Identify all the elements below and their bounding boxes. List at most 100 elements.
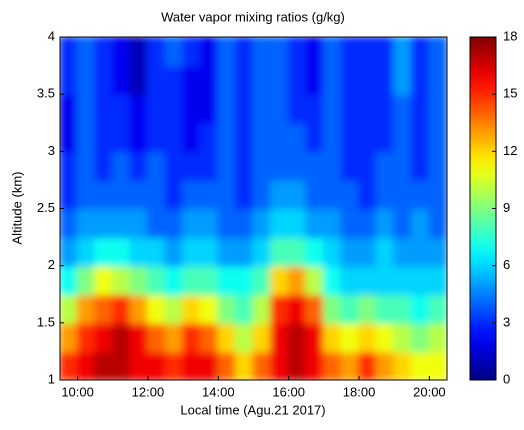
heat-cell bbox=[393, 37, 413, 67]
heat-cell bbox=[252, 150, 273, 181]
heat-cell bbox=[129, 207, 149, 239]
heat-cell bbox=[217, 293, 237, 324]
heat-cell bbox=[305, 236, 325, 267]
heat-cell bbox=[428, 293, 447, 324]
heat-cell bbox=[340, 236, 361, 267]
heat-cell bbox=[76, 178, 97, 210]
heat-cell bbox=[164, 264, 185, 296]
heat-cell bbox=[252, 236, 273, 267]
heat-cell bbox=[410, 121, 431, 153]
x-axis-label: Local time (Agu.21 2017) bbox=[180, 402, 325, 417]
heat-cell bbox=[393, 64, 413, 96]
heat-cell bbox=[199, 207, 220, 239]
heat-cell bbox=[305, 150, 325, 181]
heat-cell bbox=[182, 121, 202, 153]
heat-cell bbox=[111, 321, 132, 353]
heat-cell bbox=[234, 121, 255, 153]
heat-cell bbox=[146, 64, 167, 96]
heat-cell bbox=[322, 37, 343, 67]
heat-cell bbox=[182, 207, 202, 239]
heat-cell bbox=[287, 37, 308, 67]
heat-cell bbox=[94, 207, 114, 239]
heat-cell bbox=[305, 37, 325, 67]
heat-cell bbox=[358, 121, 378, 153]
heat-cell bbox=[393, 178, 413, 210]
heat-cell bbox=[322, 93, 343, 124]
heat-cell bbox=[146, 93, 167, 124]
heat-cell bbox=[393, 293, 413, 324]
heat-cell bbox=[305, 350, 325, 380]
heat-cell bbox=[358, 64, 378, 96]
heat-cell bbox=[94, 150, 114, 181]
heat-cell bbox=[234, 64, 255, 96]
heat-cell bbox=[217, 264, 237, 296]
heat-cell bbox=[375, 236, 396, 267]
heat-cell bbox=[410, 207, 431, 239]
y-tick-label: 4 bbox=[48, 28, 55, 43]
y-tick-label: 1 bbox=[48, 371, 55, 386]
heat-cell bbox=[375, 121, 396, 153]
heat-cell bbox=[234, 293, 255, 324]
heat-cell bbox=[60, 93, 79, 124]
heat-cell bbox=[60, 37, 79, 67]
heat-cell bbox=[199, 321, 220, 353]
heat-cell bbox=[270, 150, 290, 181]
heat-cell bbox=[393, 207, 413, 239]
heat-cell bbox=[305, 64, 325, 96]
heat-cell bbox=[234, 37, 255, 67]
heat-cell bbox=[270, 321, 290, 353]
heat-cell bbox=[60, 121, 79, 153]
heat-cell bbox=[428, 264, 447, 296]
heat-cell bbox=[375, 350, 396, 380]
heat-cell bbox=[358, 150, 378, 181]
heat-cell bbox=[129, 121, 149, 153]
heat-cell bbox=[164, 293, 185, 324]
heat-cell bbox=[164, 93, 185, 124]
heat-cell bbox=[76, 321, 97, 353]
heat-cell bbox=[217, 64, 237, 96]
heat-cell bbox=[129, 350, 149, 380]
heat-cell bbox=[287, 264, 308, 296]
heat-cell bbox=[182, 93, 202, 124]
heat-cell bbox=[60, 350, 79, 380]
heat-cell bbox=[111, 293, 132, 324]
heat-cell bbox=[287, 64, 308, 96]
heat-cell bbox=[428, 350, 447, 380]
heat-cell bbox=[146, 264, 167, 296]
heat-cell bbox=[60, 150, 79, 181]
heat-cell bbox=[60, 178, 79, 210]
colorbar-tick-label: 9 bbox=[503, 200, 510, 215]
heat-cell bbox=[305, 207, 325, 239]
heat-cell bbox=[234, 178, 255, 210]
heat-cell bbox=[111, 178, 132, 210]
heat-cell bbox=[217, 37, 237, 67]
heat-cell bbox=[287, 350, 308, 380]
heat-cell bbox=[129, 150, 149, 181]
x-tick-label: 16:00 bbox=[272, 384, 305, 399]
heat-cell bbox=[322, 150, 343, 181]
heat-cell bbox=[428, 207, 447, 239]
heat-cell bbox=[375, 293, 396, 324]
heat-cell bbox=[410, 264, 431, 296]
heat-cell bbox=[375, 150, 396, 181]
heat-cell bbox=[146, 121, 167, 153]
heat-cell bbox=[60, 264, 79, 296]
heat-cell bbox=[94, 350, 114, 380]
heat-cell bbox=[217, 93, 237, 124]
y-tick-label: 2.5 bbox=[37, 200, 55, 215]
heat-cell bbox=[94, 293, 114, 324]
heat-cell bbox=[199, 37, 220, 67]
heat-cell bbox=[234, 150, 255, 181]
heat-cell bbox=[164, 150, 185, 181]
heat-cell bbox=[146, 207, 167, 239]
colorbar-tick-label: 3 bbox=[503, 314, 510, 329]
y-tick-label: 2 bbox=[48, 257, 55, 272]
heat-cell bbox=[76, 93, 97, 124]
heat-cell bbox=[322, 178, 343, 210]
heat-cell bbox=[217, 207, 237, 239]
heat-cell bbox=[182, 37, 202, 67]
heat-cell bbox=[340, 207, 361, 239]
heat-cell bbox=[358, 350, 378, 380]
heat-cell bbox=[287, 178, 308, 210]
heat-cell bbox=[182, 350, 202, 380]
